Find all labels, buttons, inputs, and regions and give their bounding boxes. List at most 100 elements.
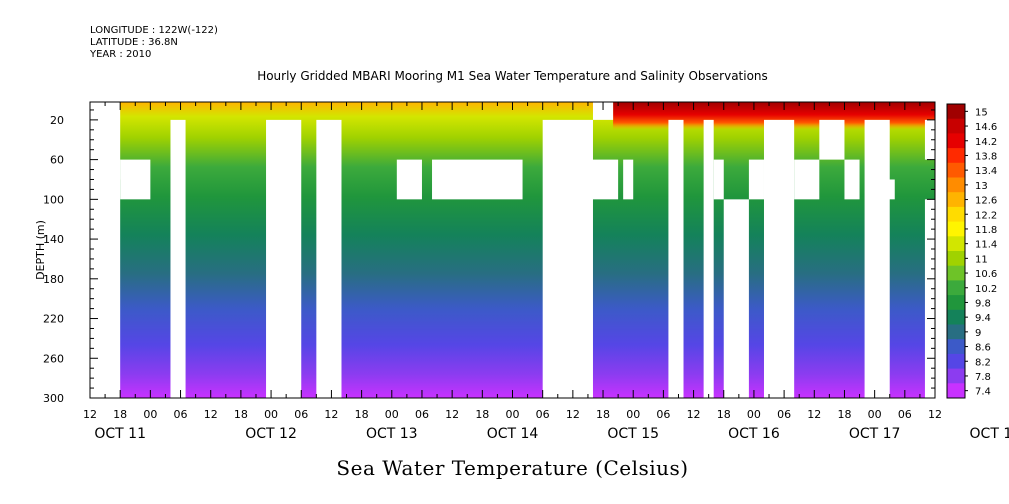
colorbar-label: 9 — [975, 328, 981, 339]
y-tick-label: 60 — [50, 154, 64, 167]
colorbar: 15 14.6 14.2 13.8 13.4 13 12.6 12.2 11.8 11.4 11 10… — [946, 103, 997, 399]
missing-data-block — [396, 159, 422, 200]
x-tick-label: 12 — [807, 408, 821, 421]
x-tick-label: 06 — [415, 408, 429, 421]
x-date-label: OCT 13 — [366, 426, 418, 442]
colorbar-label: 11.4 — [975, 240, 997, 251]
x-tick-label: 12 — [83, 408, 97, 421]
colorbar-label: 15 — [975, 107, 988, 118]
x-tick-label: 18 — [355, 408, 369, 421]
x-date-label: OCT 15 — [607, 426, 659, 442]
missing-data-block — [115, 159, 121, 180]
x-axis: 12 18 00 06 12 18 00 06 12 18 00 06 12 18 00 06 12 18 00 06… — [83, 102, 1009, 442]
colorbar-swatch — [947, 104, 965, 120]
missing-data-block — [713, 159, 724, 200]
colorbar-swatch — [947, 339, 965, 355]
x-tick-label: 18 — [717, 408, 731, 421]
x-tick-label: 06 — [294, 408, 308, 421]
colorbar-label: 14.6 — [975, 122, 997, 133]
missing-data-block — [266, 119, 302, 398]
x-tick-label: 18 — [475, 408, 489, 421]
missing-data-block — [623, 159, 634, 200]
missing-data-block — [819, 119, 845, 160]
colorbar-label: 12.2 — [975, 210, 997, 221]
missing-data-block — [924, 119, 935, 160]
x-tick-label: 06 — [656, 408, 670, 421]
y-tick-label: 220 — [43, 313, 64, 326]
missing-data-block — [874, 179, 895, 200]
y-axis-label: DEPTH (m) — [34, 220, 47, 280]
chart-title: Hourly Gridded MBARI Mooring M1 Sea Wate… — [257, 69, 768, 83]
colorbar-swatch — [947, 368, 965, 384]
missing-data-block — [170, 119, 186, 398]
x-tick-label: 12 — [566, 408, 580, 421]
colorbar-swatch — [947, 162, 965, 178]
colorbar-swatch — [947, 221, 965, 237]
missing-data-block — [432, 159, 523, 200]
colorbar-label: 8.6 — [975, 343, 991, 354]
x-date-label: OCT 14 — [487, 426, 539, 442]
colorbar-label: 9.8 — [975, 298, 991, 309]
x-date-label: OCT 16 — [728, 426, 780, 442]
x-tick-label: 12 — [445, 408, 459, 421]
y-tick-label: 180 — [43, 273, 64, 286]
x-tick-label: 12 — [324, 408, 338, 421]
missing-data-block — [703, 119, 714, 398]
missing-data-block — [592, 102, 614, 120]
x-tick-label: 12 — [687, 408, 701, 421]
colorbar-swatch — [947, 148, 965, 164]
colorbar-swatch — [947, 133, 965, 149]
x-tick-label: 00 — [264, 408, 278, 421]
x-tick-label: 06 — [174, 408, 188, 421]
colorbar-label: 7.8 — [975, 372, 991, 383]
x-date-label: OCT 12 — [245, 426, 297, 442]
colorbar-label: 14.2 — [975, 137, 997, 148]
colorbar-label: 8.2 — [975, 357, 991, 368]
colorbar-swatch — [947, 118, 965, 134]
x-tick-label: 00 — [747, 408, 761, 421]
colorbar-swatch — [947, 309, 965, 325]
x-tick-label: 18 — [113, 408, 127, 421]
colorbar-swatch — [947, 236, 965, 252]
missing-data-block — [763, 119, 795, 398]
y-tick-label: 100 — [43, 193, 64, 206]
y-tick-label: 140 — [43, 233, 64, 246]
missing-data-block — [90, 102, 121, 398]
colorbar-label: 7.4 — [975, 387, 991, 398]
colorbar-border — [946, 103, 966, 399]
colorbar-swatch — [947, 383, 965, 399]
missing-data-block — [864, 119, 890, 398]
x-tick-label: 06 — [777, 408, 791, 421]
x-tick-label: 00 — [868, 408, 882, 421]
colorbar-label: 13 — [975, 181, 988, 192]
colorbar-swatch — [947, 206, 965, 223]
y-tick-label: 20 — [50, 114, 64, 127]
colorbar-swatch — [947, 192, 965, 208]
colorbar-label: 10.2 — [975, 284, 997, 295]
colorbar-label: 13.4 — [975, 166, 997, 177]
year-label: YEAR : 2010 — [90, 49, 152, 60]
colorbar-swatch — [947, 251, 965, 267]
y-axis: 20 60 100 140 180 220 260 300 — [43, 109, 935, 405]
y-tick-label: 300 — [43, 392, 64, 405]
x-date-label: OCT 11 — [94, 426, 146, 442]
y-tick-label: 260 — [43, 352, 64, 365]
x-tick-label: 12 — [928, 408, 942, 421]
x-date-label: OCT 18 — [970, 426, 1009, 442]
x-tick-label: 06 — [898, 408, 912, 421]
missing-data-gaps — [90, 102, 935, 398]
colorbar-swatch — [947, 177, 965, 193]
latitude-label: LATITUDE : 36.8N — [90, 37, 178, 48]
plot-area — [90, 102, 935, 398]
x-date-label: OCT 17 — [849, 426, 901, 442]
missing-data-block — [748, 159, 764, 200]
longitude-label: LONGITUDE : 122W(-122) — [90, 25, 218, 36]
missing-data-block — [844, 159, 860, 200]
colorbar-label: 9.4 — [975, 313, 991, 324]
missing-data-block — [120, 159, 151, 200]
missing-data-block — [668, 119, 684, 398]
x-tick-label: 18 — [837, 408, 851, 421]
x-tick-label: 00 — [143, 408, 157, 421]
x-tick-label: 18 — [234, 408, 248, 421]
